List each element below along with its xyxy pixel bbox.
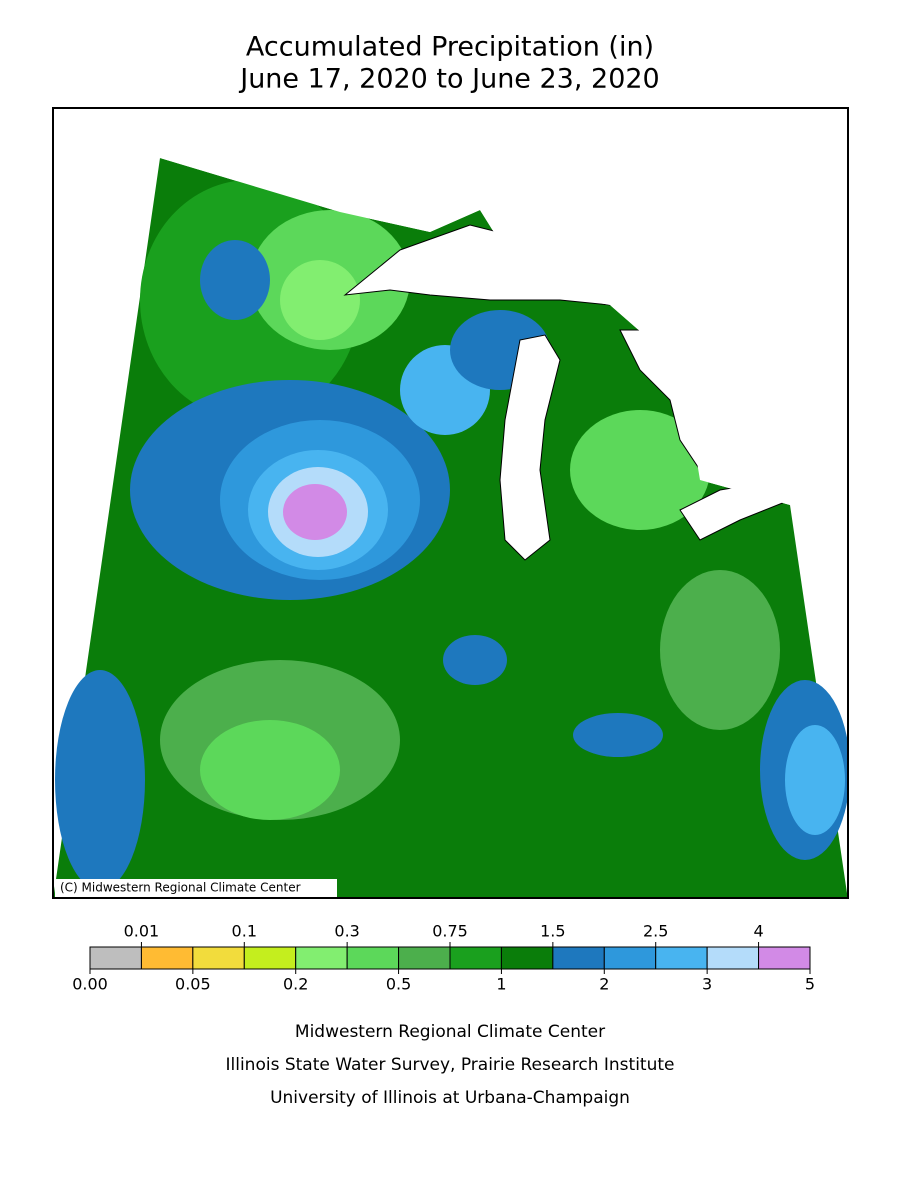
legend-swatch [346, 946, 400, 970]
legend-label: 0.2 [283, 975, 308, 994]
legend-swatch [89, 946, 142, 970]
precip-area [573, 713, 663, 757]
precip-area [200, 240, 270, 320]
legend-label: 5 [805, 975, 815, 994]
legend-label: 0.01 [124, 922, 160, 941]
legend-swatch [449, 946, 502, 970]
legend-label: 2 [599, 975, 609, 994]
footer-line: Midwestern Regional Climate Center [295, 1022, 605, 1042]
legend-swatch [295, 946, 348, 970]
legend-swatch [243, 946, 297, 970]
footer-line: Illinois State Water Survey, Prairie Res… [226, 1055, 675, 1075]
precip-area [443, 635, 507, 685]
precip-area [200, 720, 340, 820]
legend-label: 2.5 [643, 922, 668, 941]
legend-label: 0.5 [386, 975, 411, 994]
legend-label: 0.75 [432, 922, 468, 941]
precip-area [785, 725, 845, 835]
map-frame [52, 107, 849, 899]
legend-label: 0.05 [175, 975, 211, 994]
legend-label: 4 [753, 922, 763, 941]
precip-area [570, 410, 710, 530]
credit-box [55, 879, 337, 897]
footer-line: University of Illinois at Urbana-Champai… [270, 1088, 630, 1108]
canada [160, 108, 848, 505]
precip-area [660, 570, 780, 730]
legend-swatch [398, 946, 451, 970]
legend-swatch [500, 946, 554, 970]
legend: 0.00 0.01 0.05 0.1 0.2 0.3 0.5 0.75 1 1.5 2 2.5 3 4 5 [72, 922, 815, 994]
precip-area [283, 484, 347, 540]
legend-swatch [758, 946, 811, 970]
legend-label: 0.3 [334, 922, 359, 941]
precip-area [55, 670, 145, 890]
legend-swatch [192, 946, 245, 970]
credit: (C) Midwestern Regional Climate Center [60, 881, 301, 895]
legend-swatch [552, 946, 605, 970]
legend-swatch [706, 946, 760, 970]
legend-label: 1.5 [540, 922, 565, 941]
legend-swatch [603, 946, 657, 970]
legend-label: 1 [496, 975, 506, 994]
legend-swatch [140, 946, 194, 970]
legend-label: 3 [702, 975, 712, 994]
legend-label: 0.00 [72, 975, 108, 994]
legend-label: 0.1 [232, 922, 257, 941]
precip-area [280, 260, 360, 340]
title-line: June 17, 2020 to June 23, 2020 [238, 64, 660, 95]
map: (C) Midwestern Regional Climate Center [52, 107, 849, 899]
title-line: Accumulated Precipitation (in) [246, 32, 654, 63]
legend-swatch [655, 946, 708, 970]
lake-michigan [499, 334, 561, 561]
